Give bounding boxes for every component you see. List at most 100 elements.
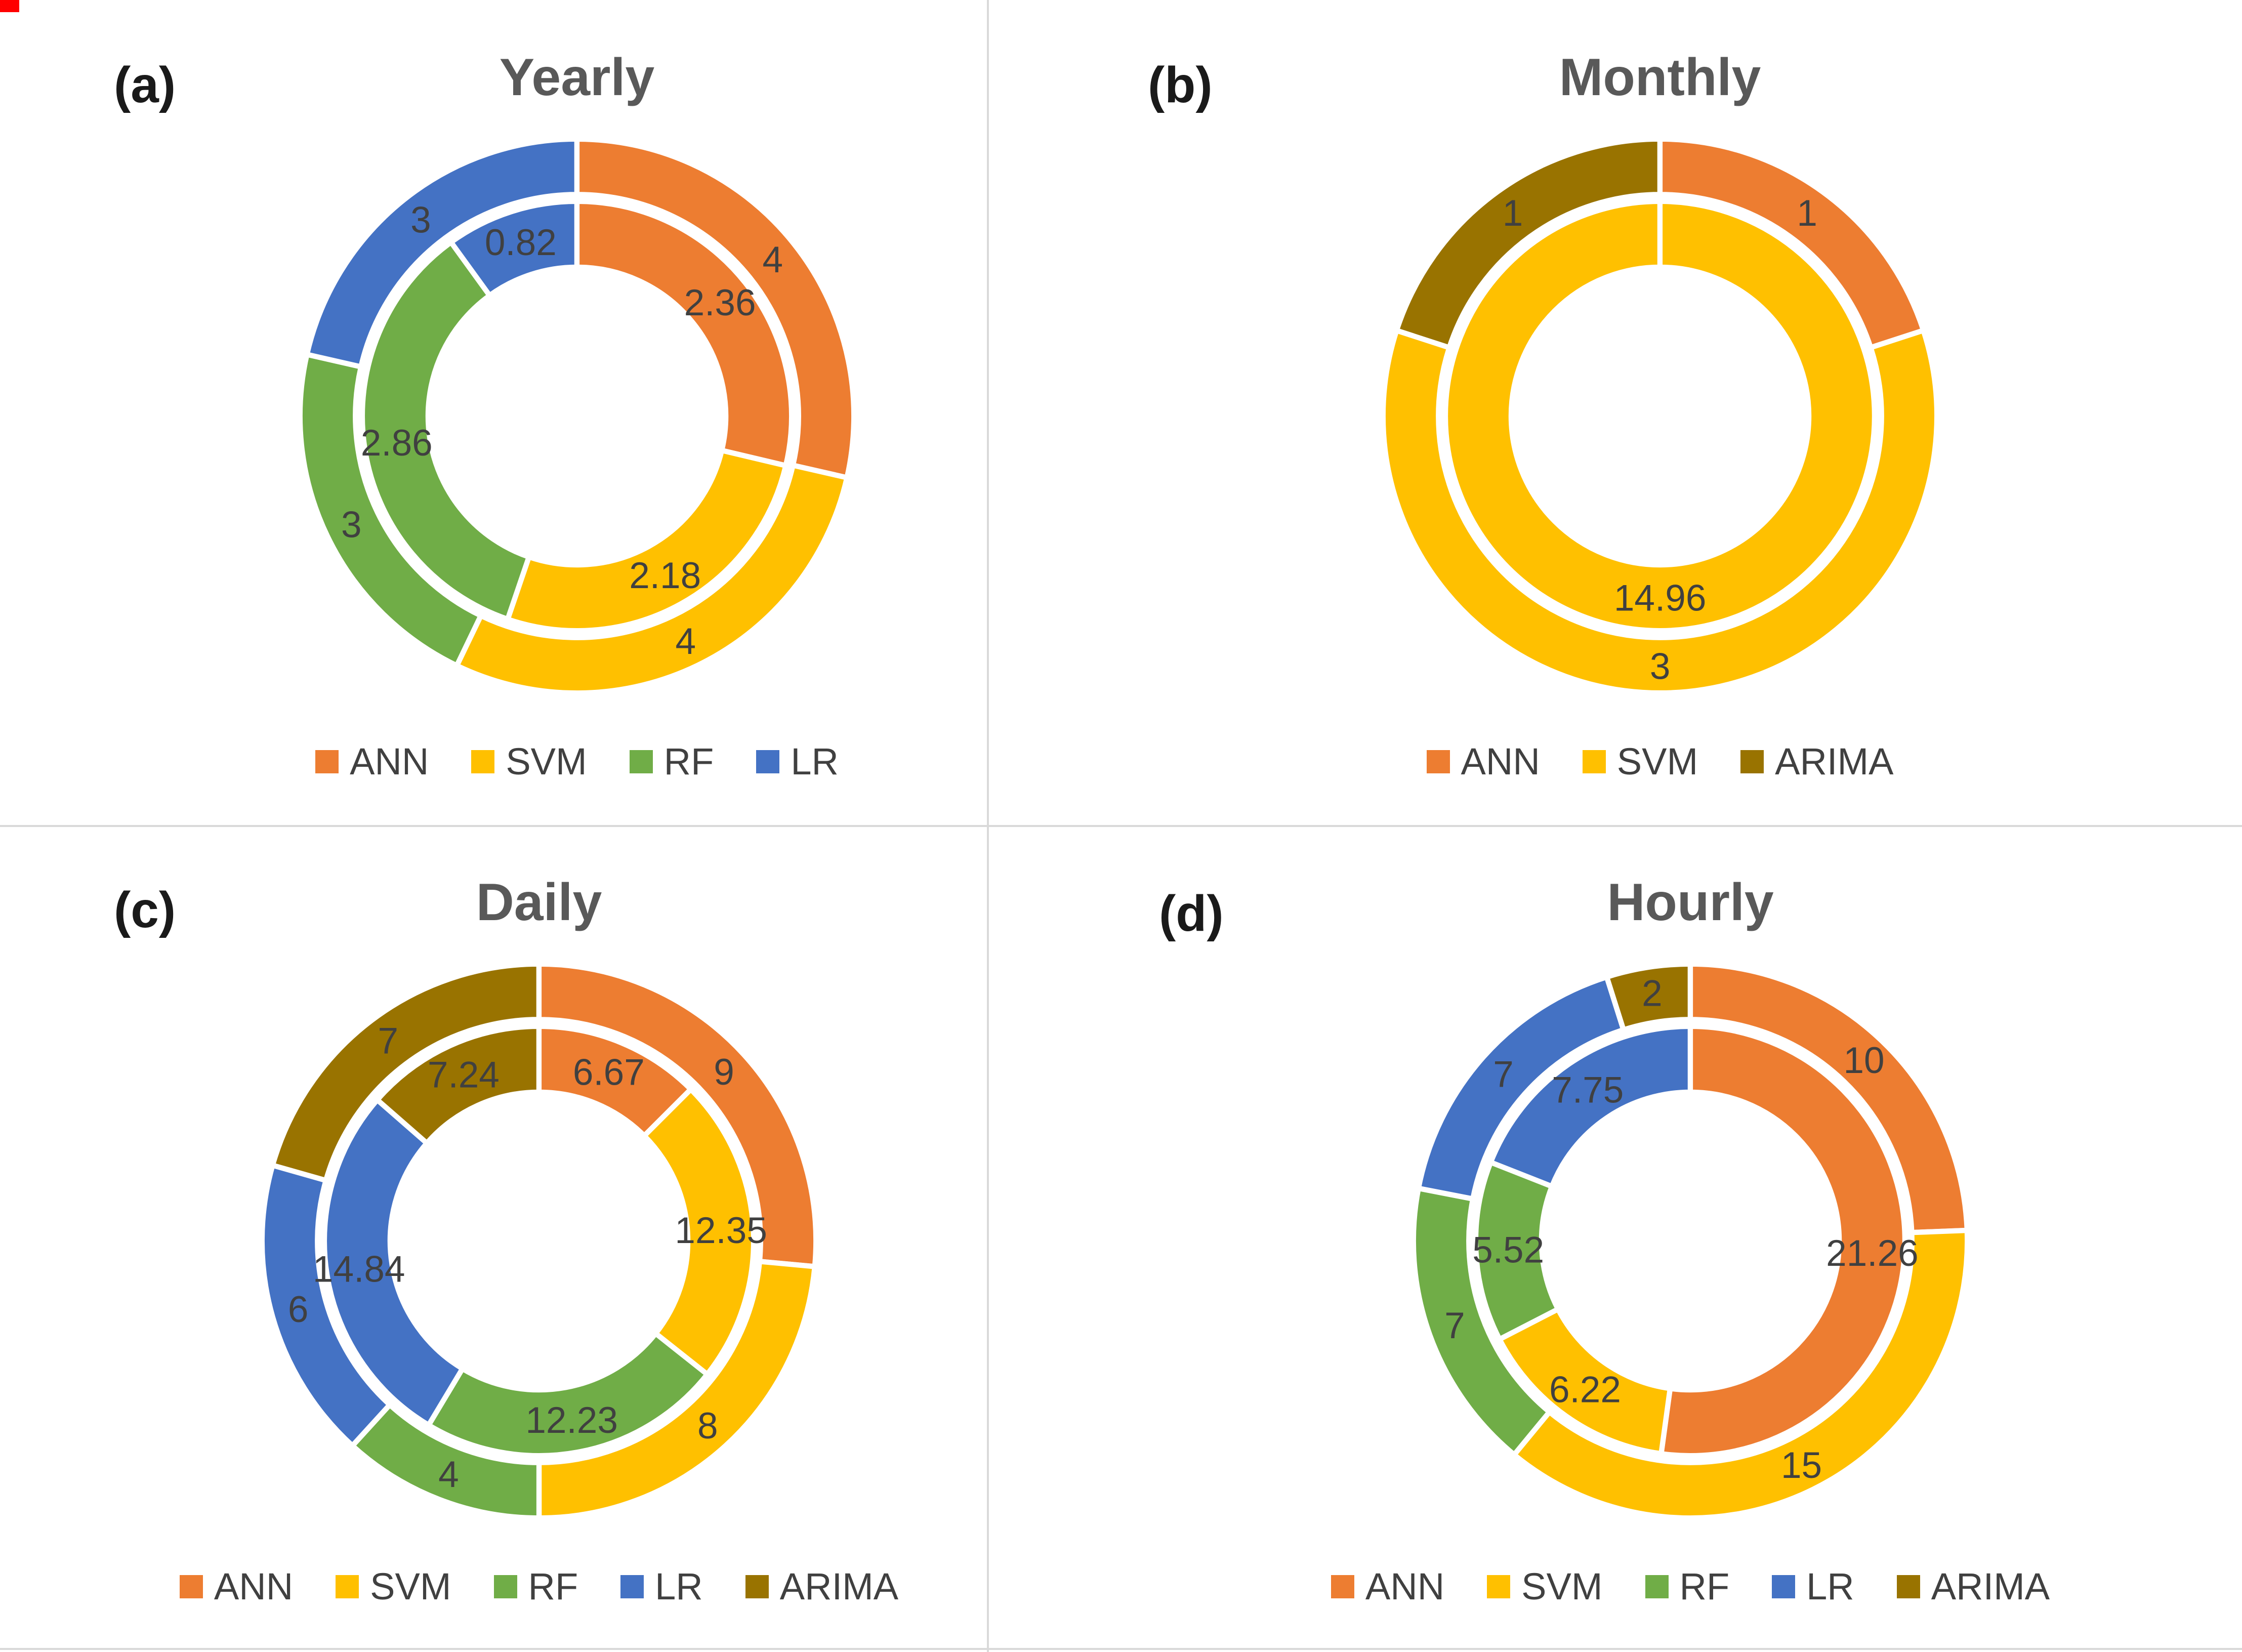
legend-daily: ANN SVM RF LR ARIMA [179, 1565, 898, 1608]
legend-label: SVM [506, 740, 587, 783]
segment-value-label: 21.26 [1826, 1233, 1919, 1274]
segment-value-label: 3 [341, 505, 362, 546]
segment-value-label: 12.35 [675, 1210, 767, 1251]
legend-item-ann: ANN [1426, 740, 1540, 783]
segment-value-label: 7 [1444, 1305, 1465, 1346]
legend-swatch-svm [471, 750, 495, 773]
segment-value-label: 3 [410, 200, 431, 241]
segment-value-label: 15 [1781, 1445, 1822, 1486]
segment-value-label: 1 [1503, 193, 1523, 234]
segment-value-label: 1 [1797, 193, 1817, 234]
donut-segment-arima [375, 1024, 542, 1146]
legend-item-svm: SVM [471, 740, 587, 783]
legend-item-arima: ARIMA [1896, 1565, 2050, 1608]
legend-label: RF [528, 1565, 578, 1608]
legend-item-svm: SVM [1487, 1565, 1603, 1608]
chart-title-hourly: Hourly [1607, 873, 1774, 932]
legend-swatch-arima [1740, 750, 1764, 773]
segment-value-label: 7.75 [1552, 1070, 1624, 1111]
legend-label: RF [1679, 1565, 1730, 1608]
legend-item-rf: RF [493, 1565, 578, 1608]
panel-label-c: (c) [114, 882, 176, 938]
segment-value-label: 10 [1843, 1040, 1884, 1081]
segment-value-label: 7 [1493, 1054, 1514, 1095]
legend-label: SVM [1521, 1565, 1603, 1608]
segment-value-label: 9 [714, 1052, 734, 1093]
segment-value-label: 2 [1642, 973, 1663, 1014]
legend-label: ANN [1365, 1565, 1445, 1608]
legend-label: ARIMA [779, 1565, 899, 1608]
screen-corner-marker [0, 0, 19, 12]
segment-value-label: 14.96 [1614, 578, 1707, 619]
segment-value-label: 6 [288, 1289, 309, 1330]
legend-monthly: ANN SVM ARIMA [1306, 740, 2014, 783]
legend-label: LR [791, 740, 839, 783]
chart-panel-yearly: Yearly 4 4 3 3 2.36 2.18 2.86 0.82 ANN SVM RF LR [223, 49, 931, 783]
legend-item-arima: ARIMA [1740, 740, 1893, 783]
legend-label: ARIMA [1775, 740, 1894, 783]
legend-item-ann: ANN [179, 1565, 293, 1608]
segment-value-label: 2.86 [361, 423, 433, 464]
chart-panel-monthly: Monthly 1 3 1 14.96 ANN SVM ARIMA [1306, 49, 2014, 783]
segment-value-label: 14.84 [313, 1249, 405, 1290]
segment-value-label: 7.24 [428, 1055, 500, 1096]
segment-value-label: 5.52 [1472, 1230, 1544, 1271]
legend-item-lr: LR [756, 740, 839, 783]
legend-item-lr: LR [1772, 1565, 1854, 1608]
donut-chart-daily: 9 8 4 6 7 6.67 12.35 12.23 14.84 7.24 [259, 962, 819, 1521]
segment-value-label: 6.22 [1549, 1370, 1621, 1411]
chart-title-daily: Daily [476, 873, 602, 932]
donut-segment-lr [321, 1097, 465, 1428]
legend-item-ann: ANN [315, 740, 429, 783]
donut-chart-hourly: 10 15 7 7 2 21.26 6.22 5.52 7.75 [1410, 962, 1970, 1521]
legend-label: LR [1806, 1565, 1854, 1608]
segment-value-label: 4 [675, 622, 696, 663]
grid-divider-bottom [0, 1648, 2242, 1650]
donut-segment-svm [1442, 199, 1878, 634]
legend-label: ARIMA [1931, 1565, 2050, 1608]
legend-swatch-svm [1487, 1575, 1511, 1598]
donut-segment-arima [1394, 137, 1663, 351]
legend-label: ANN [1461, 740, 1540, 783]
legend-label: SVM [370, 1565, 451, 1608]
segment-value-label: 8 [697, 1406, 718, 1447]
legend-swatch-ann [315, 750, 339, 773]
legend-swatch-ann [1331, 1575, 1354, 1598]
segment-value-label: 4 [763, 239, 783, 280]
chart-title-monthly: Monthly [1559, 48, 1761, 107]
donut-segment-lr [448, 199, 580, 299]
legend-swatch-ann [1426, 750, 1450, 773]
grid-divider-horizontal [0, 825, 2242, 827]
legend-swatch-rf [493, 1575, 517, 1598]
donut-segment-ann [1658, 1024, 1908, 1459]
legend-hourly: ANN SVM RF LR ARIMA [1331, 1565, 2050, 1608]
legend-item-svm: SVM [1582, 740, 1698, 783]
legend-item-svm: SVM [336, 1565, 451, 1608]
legend-item-rf: RF [1645, 1565, 1730, 1608]
legend-yearly: ANN SVM RF LR [223, 740, 931, 783]
donut-segment-lr [1488, 1024, 1693, 1189]
legend-swatch-arima [745, 1575, 769, 1598]
donut-segment-svm [641, 1087, 757, 1377]
panel-label-a: (a) [114, 57, 176, 113]
segment-value-label: 6.67 [573, 1052, 645, 1093]
donut-segment-arima [270, 962, 542, 1183]
segment-value-label: 12.23 [525, 1400, 618, 1441]
legend-label: LR [655, 1565, 703, 1608]
legend-swatch-rf [1645, 1575, 1669, 1598]
segment-value-label: 0.82 [485, 222, 557, 263]
legend-label: SVM [1616, 740, 1698, 783]
legend-label: ANN [350, 740, 429, 783]
legend-item-ann: ANN [1331, 1565, 1444, 1608]
donut-segment-svm [505, 448, 788, 634]
donut-segment-ann [1687, 962, 1970, 1235]
donut-chart-monthly: 1 3 1 14.96 [1380, 137, 1940, 696]
legend-swatch-ann [179, 1575, 203, 1598]
donut-segment-lr [304, 137, 579, 370]
segment-value-label: 3 [1650, 646, 1671, 687]
donut-segment-svm [1380, 328, 1940, 696]
legend-swatch-lr [1772, 1575, 1796, 1598]
legend-item-lr: LR [620, 1565, 703, 1608]
legend-swatch-rf [629, 750, 653, 773]
donut-segment-svm [1511, 1228, 1970, 1521]
